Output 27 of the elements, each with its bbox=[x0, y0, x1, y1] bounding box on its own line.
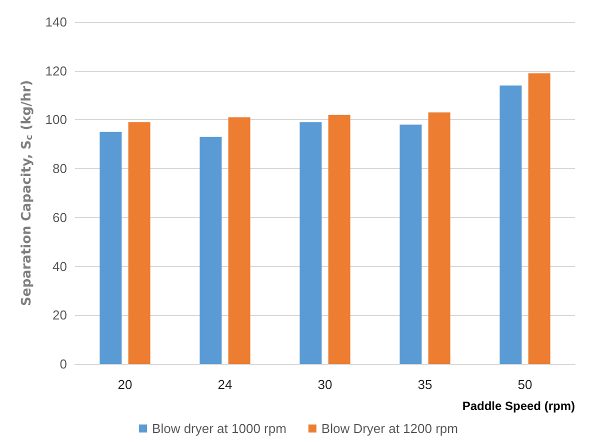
x-tick-label: 30 bbox=[318, 377, 332, 392]
legend-label: Blow dryer at 1000 rpm bbox=[152, 421, 286, 436]
bar bbox=[228, 117, 250, 364]
y-tick-label: 0 bbox=[60, 356, 67, 372]
y-axis-title: Separation Capacity, Sc (kg/hr) bbox=[19, 80, 35, 306]
bar bbox=[100, 132, 122, 364]
x-tick-label: 50 bbox=[518, 377, 532, 392]
x-tick-label: 35 bbox=[418, 377, 432, 392]
bar bbox=[500, 86, 522, 364]
y-tick-label: 140 bbox=[45, 14, 67, 30]
y-tick-label: 100 bbox=[45, 112, 67, 128]
legend-label: Blow Dryer at 1200 rpm bbox=[321, 421, 458, 436]
y-tick-label: 20 bbox=[52, 308, 67, 323]
y-tick-label: 80 bbox=[52, 161, 67, 176]
bar bbox=[128, 122, 150, 364]
y-tick-label: 40 bbox=[52, 258, 67, 274]
y-tick-label: 60 bbox=[52, 210, 67, 225]
y-tick-label: 120 bbox=[45, 63, 67, 78]
x-tick-label: 20 bbox=[118, 377, 132, 392]
bar bbox=[428, 112, 450, 364]
bar bbox=[300, 122, 322, 364]
x-tick-label: 24 bbox=[218, 377, 232, 392]
bar bbox=[528, 73, 550, 364]
x-axis-title: Paddle Speed (rpm) bbox=[462, 399, 576, 413]
bar bbox=[200, 136, 222, 364]
bar bbox=[328, 114, 350, 364]
bar bbox=[400, 124, 422, 364]
